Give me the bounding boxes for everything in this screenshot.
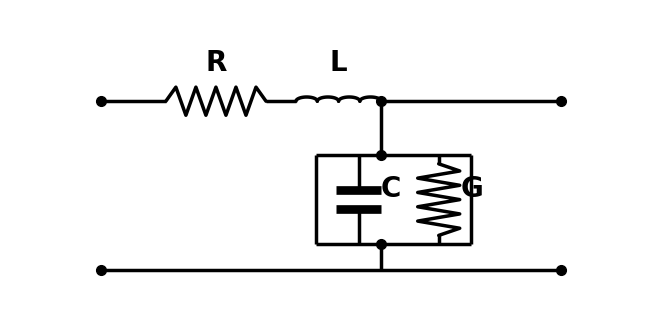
Text: C: C [380,175,401,204]
Text: R: R [205,49,227,77]
Text: G: G [460,175,483,204]
Text: L: L [329,49,348,77]
